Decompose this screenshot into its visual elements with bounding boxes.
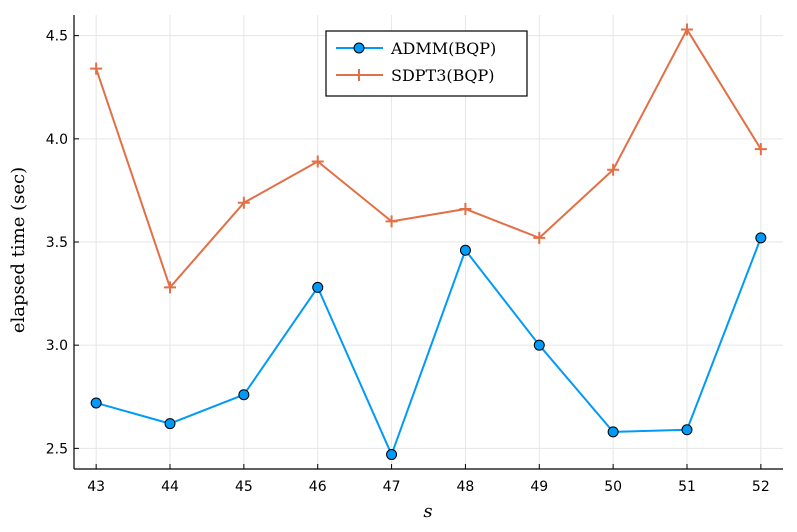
x-tick-label: 49: [530, 479, 548, 495]
data-point: [311, 155, 324, 168]
series-layer: [90, 23, 767, 461]
data-point: [164, 281, 177, 294]
data-point: [754, 143, 767, 156]
y-tick-label: 3.5: [46, 235, 68, 251]
x-tick-label: 43: [87, 479, 105, 495]
data-point: [680, 23, 693, 36]
y-axis-ticks: 2.5 3.0 3.5 4.0 4.5: [46, 29, 79, 457]
x-tick-label: 48: [457, 479, 475, 495]
y-axis-label: elapsed time (sec): [8, 167, 29, 333]
data-point: [90, 62, 103, 75]
data-point: [312, 281, 324, 293]
y-tick-label: 4.5: [46, 29, 68, 45]
data-point: [237, 196, 250, 209]
y-tick-label: 4.0: [46, 132, 68, 148]
x-tick-label: 50: [604, 479, 622, 495]
legend-marker-admm: [353, 42, 365, 54]
legend: ADMM(BQP) SDPT3(BQP): [325, 30, 528, 97]
legend-box: [325, 30, 528, 97]
x-tick-label: 52: [752, 479, 770, 495]
x-tick-label: 45: [235, 479, 253, 495]
x-tick-label: 47: [383, 479, 401, 495]
data-point: [533, 339, 545, 351]
data-point: [164, 418, 176, 430]
x-axis-label: s: [423, 501, 432, 522]
data-point: [755, 232, 767, 244]
data-point: [459, 244, 471, 256]
data-point: [238, 389, 250, 401]
y-tick-label: 3.0: [46, 338, 68, 354]
x-tick-label: 46: [309, 479, 327, 495]
data-point: [386, 449, 398, 461]
legend-label-admm: ADMM(BQP): [390, 39, 496, 58]
series-line-0: [95, 237, 762, 456]
data-point: [90, 397, 102, 409]
data-point: [385, 215, 398, 228]
legend-marker-sdpt3: [353, 69, 365, 81]
data-point: [681, 424, 693, 436]
x-tick-label: 44: [161, 479, 179, 495]
data-point: [607, 163, 620, 176]
y-tick-label: 2.5: [46, 441, 68, 457]
data-point: [607, 426, 619, 438]
data-point: [533, 231, 546, 244]
x-tick-label: 51: [678, 479, 696, 495]
data-point: [459, 202, 472, 215]
series-line-1: [95, 28, 762, 289]
legend-label-sdpt3: SDPT3(BQP): [391, 66, 495, 85]
x-axis-ticks: 43 44 45 46 47 48 49 50 51 52: [87, 464, 770, 495]
